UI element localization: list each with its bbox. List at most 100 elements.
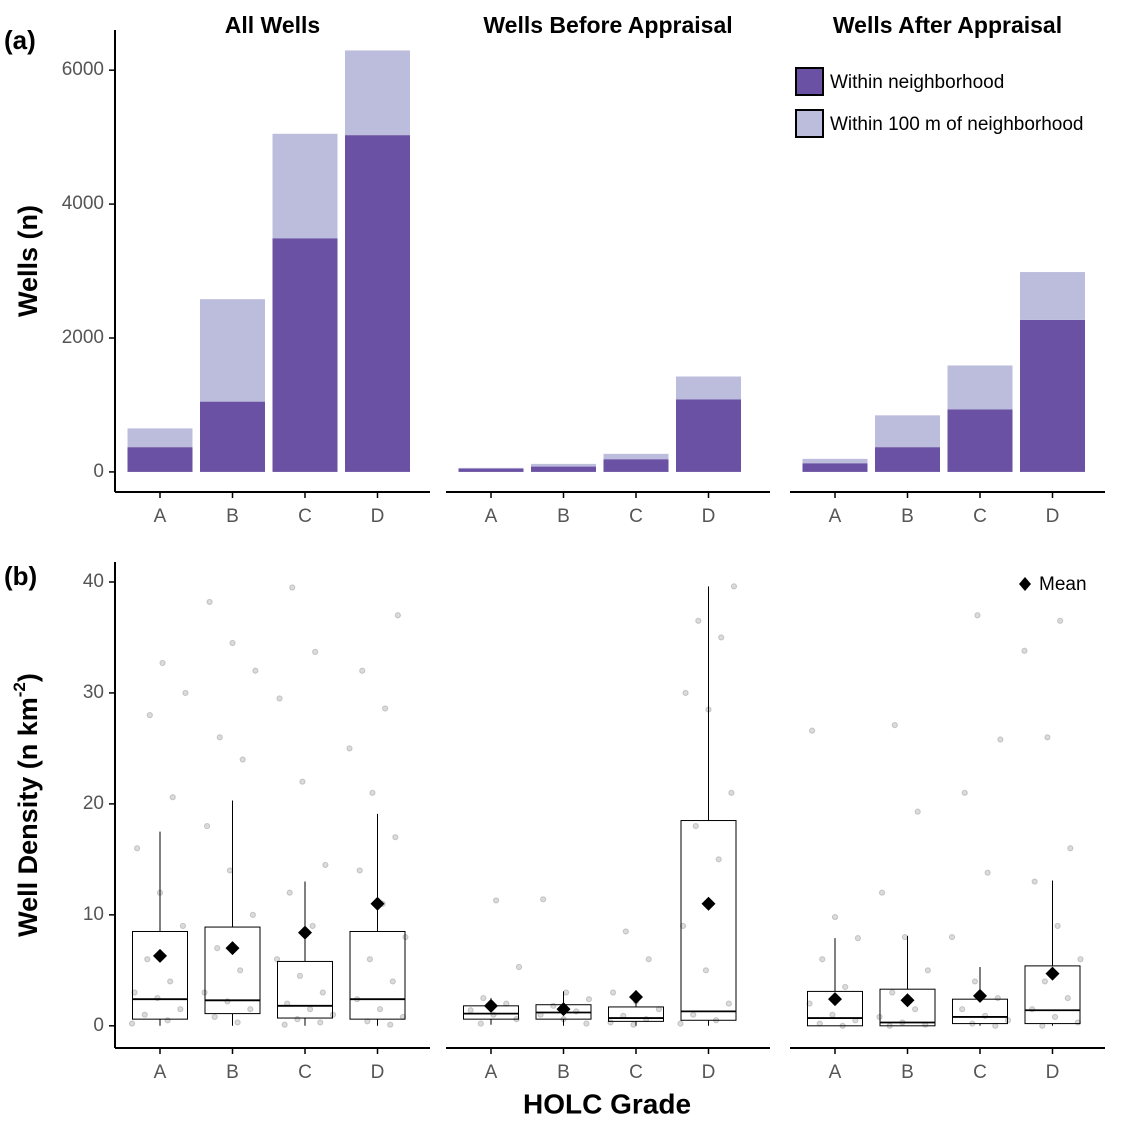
x-tick-label: A: [154, 506, 167, 527]
mean: [973, 988, 987, 1003]
x-tick-label: D: [1046, 506, 1060, 527]
point: [715, 856, 722, 863]
mean: [370, 896, 385, 911]
point: [1031, 878, 1038, 885]
y-axis-title: Wells (n): [13, 205, 43, 317]
box: [680, 820, 737, 1021]
y-axis-title-part: ): [13, 673, 43, 682]
point: [1041, 978, 1048, 985]
point: [392, 834, 399, 841]
y-tick-label: 6000: [62, 59, 104, 80]
point: [540, 896, 547, 903]
point: [854, 935, 862, 942]
x-axis-title: HOLC Grade: [523, 1088, 691, 1119]
point: [356, 867, 363, 874]
point: [131, 989, 138, 996]
point: [299, 778, 306, 785]
box: [1024, 965, 1081, 1025]
point: [312, 648, 319, 655]
point: [1057, 617, 1064, 624]
bar: [676, 376, 741, 400]
point: [394, 612, 401, 619]
point: [1067, 845, 1074, 852]
point: [515, 963, 523, 971]
bar: [345, 135, 410, 472]
x-tick-label: D: [371, 506, 385, 527]
point: [1021, 647, 1028, 654]
x-tick-label: B: [901, 1062, 914, 1083]
point: [389, 978, 396, 985]
panel-label: (b): [4, 561, 37, 591]
bar: [875, 447, 940, 472]
mean: [900, 993, 915, 1008]
bar: [802, 458, 868, 464]
x-tick-label: C: [973, 506, 987, 527]
point: [630, 1021, 637, 1028]
point: [1054, 922, 1061, 930]
mean: [701, 896, 716, 911]
bar: [676, 399, 741, 472]
point: [583, 1020, 590, 1027]
bar: [947, 409, 1013, 472]
point: [891, 722, 898, 729]
point: [306, 1006, 314, 1013]
point: [319, 989, 326, 996]
point: [912, 1006, 919, 1013]
point: [878, 889, 886, 896]
x-tick-label: B: [557, 506, 570, 527]
mean: [484, 998, 498, 1013]
y-axis-title-part: Well Density (n km: [13, 697, 43, 937]
facet-title: Wells After Appraisal: [833, 12, 1062, 38]
point: [679, 922, 687, 930]
point: [901, 933, 909, 941]
point: [974, 612, 981, 619]
x-tick-label: A: [485, 506, 498, 527]
mean: [225, 941, 240, 956]
point: [948, 933, 956, 941]
bar: [1020, 272, 1085, 320]
y-tick-label: 20: [83, 793, 104, 814]
panel-label: (a): [4, 25, 36, 55]
box: [608, 1006, 664, 1022]
legend-label: Mean: [1039, 574, 1087, 595]
point: [247, 1006, 254, 1013]
bar: [272, 238, 338, 472]
point: [831, 913, 839, 921]
bar: [127, 447, 193, 472]
point: [133, 845, 141, 852]
point: [682, 689, 689, 697]
point: [182, 689, 189, 697]
y-axis-title: Well Density (n km-2): [10, 673, 43, 937]
point: [159, 659, 166, 667]
x-tick-label: B: [557, 1062, 570, 1083]
x-tick-label: D: [702, 506, 716, 527]
point: [585, 996, 593, 1003]
point: [164, 1017, 171, 1024]
mean: [1045, 966, 1060, 981]
point: [692, 822, 699, 830]
y-tick-label: 10: [83, 904, 104, 925]
bar: [603, 459, 669, 472]
point: [924, 967, 931, 974]
point: [702, 967, 710, 974]
point: [294, 1016, 301, 1023]
point: [609, 989, 617, 996]
point: [562, 989, 570, 996]
box: [204, 926, 261, 1015]
bar: [200, 299, 265, 402]
x-tick-label: C: [629, 506, 643, 527]
point: [889, 989, 896, 996]
point: [216, 734, 223, 741]
mean: [298, 925, 312, 940]
bar: [200, 401, 265, 472]
bar: [458, 467, 524, 469]
point: [309, 922, 316, 930]
point: [387, 1021, 394, 1028]
point: [728, 789, 735, 796]
x-tick-label: A: [829, 1062, 842, 1083]
x-tick-label: C: [973, 1062, 987, 1083]
point: [252, 667, 259, 674]
point: [829, 1011, 836, 1018]
x-tick-label: B: [226, 506, 239, 527]
